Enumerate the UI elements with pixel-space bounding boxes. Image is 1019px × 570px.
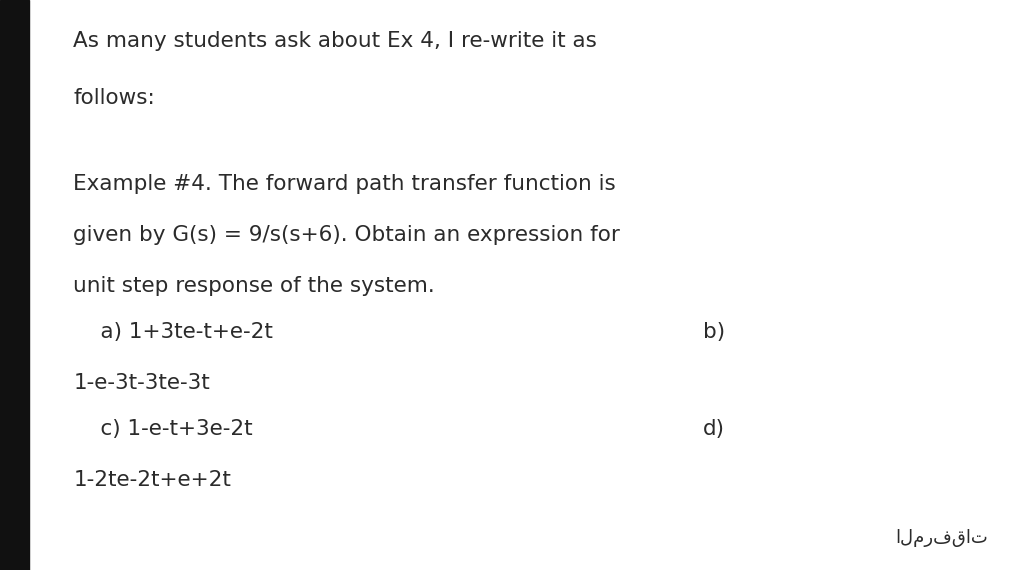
Text: 1-2te-2t+e+2t: 1-2te-2t+e+2t [73,470,231,490]
Text: given by G(s) = 9/s(s+6). Obtain an expression for: given by G(s) = 9/s(s+6). Obtain an expr… [73,225,621,245]
Text: d): d) [703,419,726,439]
Text: 1-e-3t-3te-3t: 1-e-3t-3te-3t [73,373,210,393]
Text: المرفقات: المرفقات [896,529,988,547]
Text: As many students ask about Ex 4, I re-write it as: As many students ask about Ex 4, I re-wr… [73,31,597,51]
Text: unit step response of the system.: unit step response of the system. [73,276,435,296]
Text: Example #4. The forward path transfer function is: Example #4. The forward path transfer fu… [73,174,616,194]
Text: b): b) [703,322,726,342]
Text: a) 1+3te-t+e-2t: a) 1+3te-t+e-2t [73,322,273,342]
Text: c) 1-e-t+3e-2t: c) 1-e-t+3e-2t [73,419,253,439]
Text: follows:: follows: [73,88,155,108]
